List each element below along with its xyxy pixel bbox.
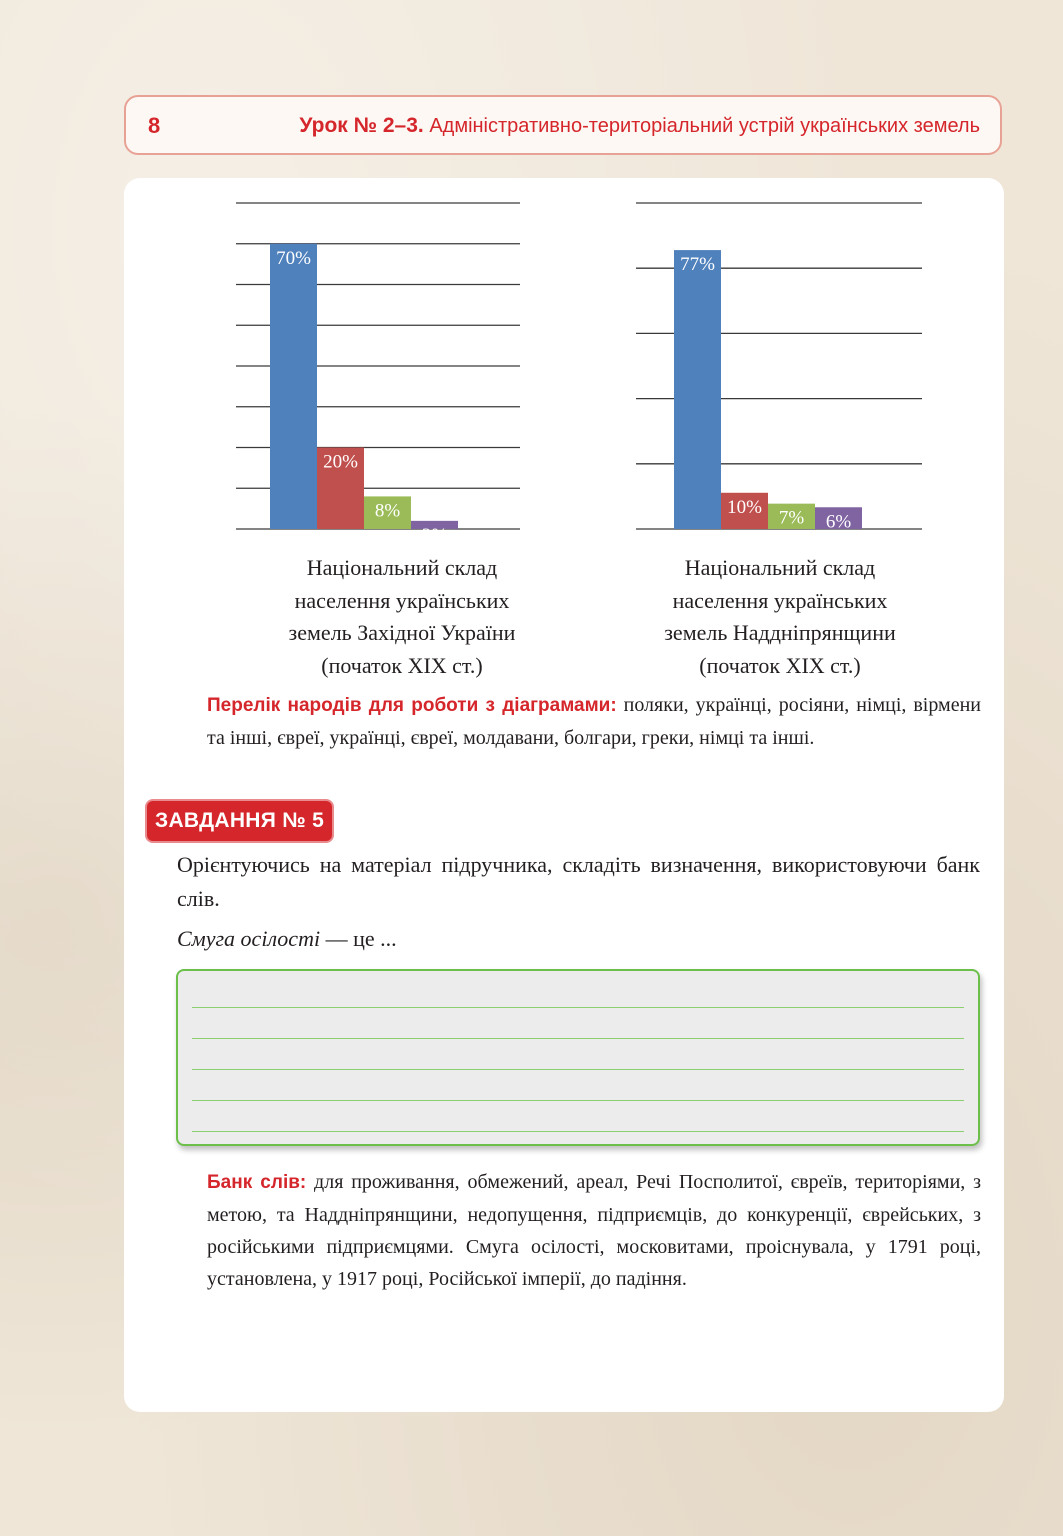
lesson-title: Урок № 2–3. Адміністративно-територіальн…: [299, 114, 980, 138]
peoples-list: Перелік народів для роботи з діаграмами:…: [207, 689, 981, 754]
prompt-term: Смуга осілості: [177, 926, 321, 951]
peoples-lead: Перелік народів для роботи з діаграмами:: [207, 695, 617, 716]
data-label: 8%: [375, 500, 401, 521]
data-label: 77%: [680, 254, 715, 275]
bar: [815, 507, 862, 529]
lesson-name: Адміністративно-територіальний устрій ук…: [429, 115, 980, 137]
bar: [317, 447, 364, 529]
caption-line: земель Наддніпрянщини: [664, 620, 896, 645]
writing-line: [192, 1069, 964, 1070]
definition-prompt: Смуга осілості — це ...: [177, 926, 397, 952]
bar: [674, 250, 721, 529]
bar: [721, 492, 768, 529]
word-bank-lead: Банк слів:: [207, 1172, 307, 1193]
data-label: 6%: [826, 511, 852, 532]
bar: [768, 503, 815, 529]
peoples-text: поляки, українці, росіяни, німці, вірмен…: [207, 694, 981, 749]
caption-line: населення українських: [294, 587, 510, 613]
word-bank-text: для проживання, обмежений, ареал, Речі П…: [207, 1171, 981, 1290]
word-bank: Банк слів: для проживання, обмежений, ар…: [207, 1166, 981, 1295]
bar: [364, 496, 411, 529]
caption-line: (початок XIX ст.): [321, 652, 483, 678]
task-badge: ЗАВДАННЯ № 5: [147, 801, 333, 841]
bar: [411, 520, 458, 529]
caption-left: Національний склад населення українських…: [222, 552, 582, 682]
data-label: 20%: [323, 452, 358, 473]
task-instruction: Орієнтуючись на матеріал підручника, скл…: [177, 852, 980, 911]
prompt-rest: — це ...: [320, 926, 397, 951]
content-card: 70% 20% 8% 2% 77% 10% 7% 6% Національний склад…: [124, 178, 1004, 1412]
page-number: 8: [148, 113, 161, 138]
data-label: 2%: [422, 525, 448, 546]
caption-right: Національний склад населення українських…: [600, 552, 960, 682]
writing-line: [192, 1007, 964, 1008]
answer-writing-box[interactable]: [176, 969, 980, 1146]
chart-naddniprianshchyna: 77% 10% 7% 6%: [636, 202, 922, 532]
writing-line: [192, 1038, 964, 1039]
chart-western-ukraine: 70% 20% 8% 2%: [236, 202, 520, 546]
caption-line: Національний склад: [684, 555, 876, 580]
data-label: 70%: [276, 248, 311, 269]
caption-line: (початок XIX ст.): [699, 652, 861, 678]
caption-line: Національний склад: [306, 555, 498, 580]
caption-line: земель Західної України: [288, 620, 516, 645]
data-label: 7%: [779, 508, 805, 529]
caption-line: населення українських: [672, 587, 888, 613]
writing-line: [192, 1131, 964, 1132]
task-badge-label: ЗАВДАННЯ № 5: [155, 809, 325, 832]
bar: [270, 243, 317, 529]
lesson-label: Урок № 2–3.: [299, 114, 424, 137]
page-header: 8 Урок № 2–3. Адміністративно-територіал…: [124, 95, 1002, 155]
data-label: 10%: [727, 497, 762, 518]
writing-line: [192, 1100, 964, 1101]
